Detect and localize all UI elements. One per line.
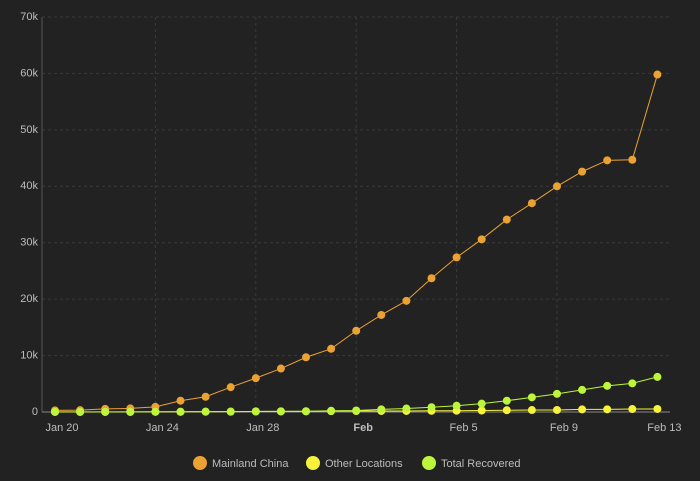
data-point [327,406,336,415]
data-point [126,407,135,416]
data-point [452,253,461,262]
data-point [402,296,411,305]
data-point [578,167,587,176]
data-point [603,381,612,390]
data-point [402,404,411,413]
data-point [276,364,285,373]
y-tick-label: 30k [20,237,38,249]
data-point [427,274,436,283]
data-point [603,405,612,414]
data-point [251,374,260,383]
legend-item[interactable]: Mainland China [193,456,289,470]
legend-swatch [422,456,436,470]
data-point [502,396,511,405]
legend-label: Other Locations [325,458,403,470]
y-tick-label: 70k [20,11,38,23]
data-point [527,406,536,415]
data-point [628,379,637,388]
legend-label: Total Recovered [441,458,521,470]
data-point [176,407,185,416]
data-point [527,393,536,402]
y-tick-label: 40k [20,180,38,192]
x-tick-label: Jan 24 [146,422,179,434]
y-tick-label: 20k [20,293,38,305]
data-point [477,235,486,244]
data-point [352,406,361,415]
data-point [477,406,486,415]
y-tick-label: 10k [20,349,38,361]
data-point [578,405,587,414]
data-point [653,70,662,79]
x-tick-label: Jan 28 [246,422,279,434]
data-point [628,405,637,414]
y-tick-label: 60k [20,67,38,79]
data-point [628,155,637,164]
data-point [377,405,386,414]
data-point [578,385,587,394]
x-tick-label: Jan 20 [45,422,78,434]
data-point [276,407,285,416]
data-point [553,405,561,414]
legend-label: Mainland China [212,458,289,470]
legend-item[interactable]: Other Locations [306,456,403,470]
data-point [201,407,210,416]
data-point [251,407,260,416]
data-point [151,407,160,416]
data-point [101,407,110,416]
x-tick-label: Feb [353,422,373,434]
data-point [302,353,310,362]
data-point [377,310,386,319]
data-point [302,407,310,416]
data-point [201,392,210,401]
x-tick-label: Feb 5 [450,422,478,434]
x-tick-label: Feb 13 [647,422,681,434]
legend-item[interactable]: Total Recovered [422,456,521,470]
x-tick-label: Feb 9 [550,422,578,434]
data-point [427,403,436,412]
data-point [352,326,361,335]
legend-swatch [193,456,207,470]
data-point [553,389,561,398]
data-point [226,383,235,392]
legend-swatch [306,456,320,470]
data-point [502,406,511,415]
y-tick-label: 0 [32,406,38,418]
data-point [76,407,85,416]
data-point [327,344,336,353]
data-point [553,182,561,191]
data-point [502,215,511,224]
data-point [176,396,185,405]
data-point [653,372,662,381]
data-point [527,199,536,208]
data-point [603,156,612,165]
data-point [51,407,59,416]
data-point [477,399,486,408]
data-point [452,401,461,410]
y-tick-label: 50k [20,124,38,136]
data-point [653,404,662,413]
data-point [226,407,235,416]
